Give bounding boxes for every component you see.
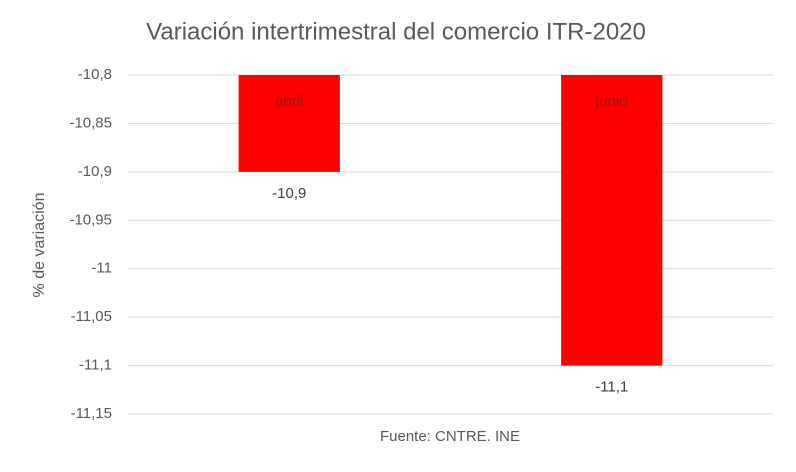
bar — [238, 75, 340, 172]
y-axis-label: % de variación — [31, 193, 48, 298]
value-label: -10,9 — [272, 185, 306, 202]
bar — [561, 75, 663, 366]
y-tick-label: -11,1 — [79, 357, 112, 374]
category-label: junio — [595, 93, 628, 110]
y-tick-label: -11,05 — [71, 308, 112, 325]
category-label: abril — [275, 93, 303, 110]
y-tick-label: -10,8 — [78, 66, 112, 83]
chart-title: Variación intertrimestral del comercio I… — [146, 18, 646, 45]
x-axis-label: Fuente: CNTRE. INE — [380, 428, 520, 445]
y-tick-label: -10,95 — [69, 211, 112, 228]
value-label: -11,1 — [595, 379, 628, 396]
y-tick-label: -10,85 — [69, 114, 112, 131]
y-tick-label: -11,15 — [71, 405, 112, 422]
y-tick-label: -10,9 — [78, 163, 112, 180]
y-tick-label: -11 — [91, 260, 112, 277]
